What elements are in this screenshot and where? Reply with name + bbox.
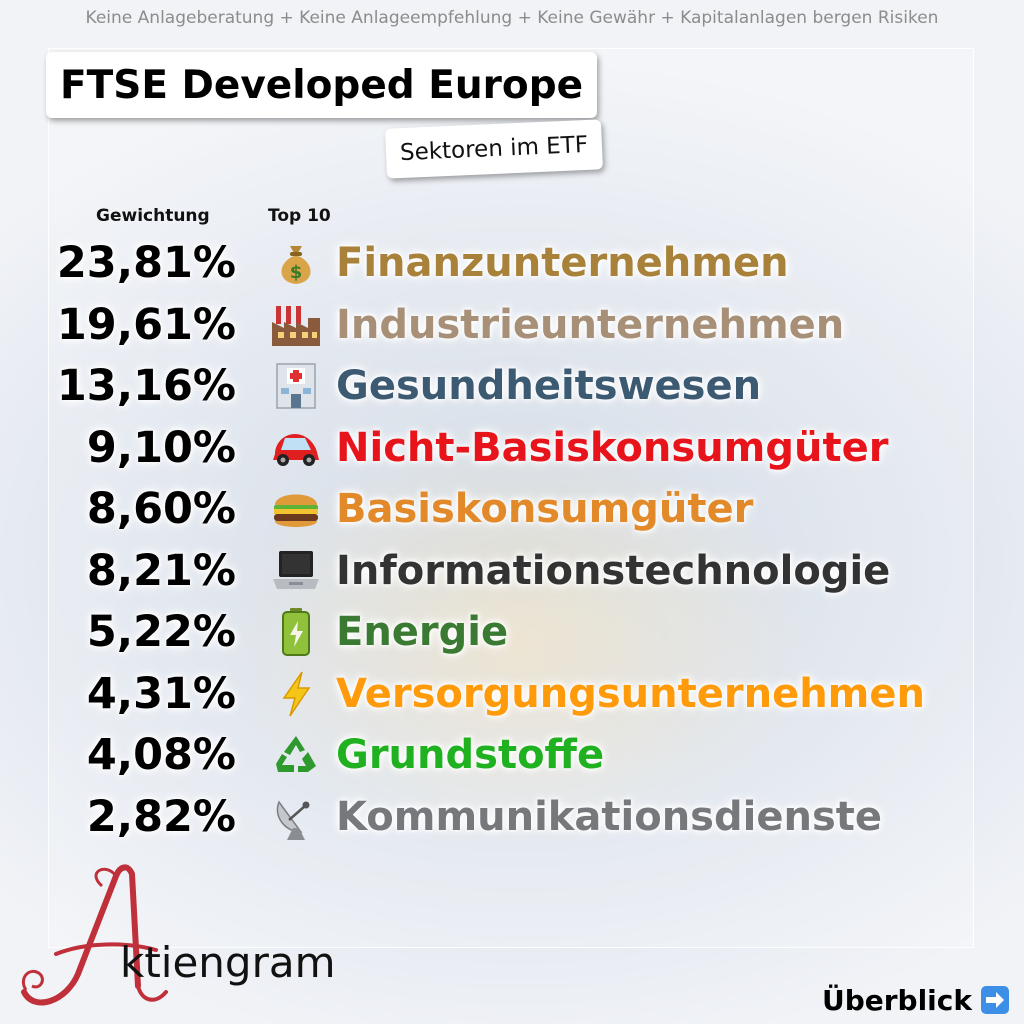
subtitle-card: Sektoren im ETF [385,119,604,179]
sector-row: 4,31% Versorgungsunternehmen [0,664,1024,724]
burger-icon [268,485,324,533]
sector-row: 5,22% Energie [0,602,1024,662]
laptop-icon [268,547,324,595]
sector-weight: 13,16% [56,361,236,411]
hospital-icon [268,362,324,410]
sector-row: 2,82% Kommunikationsdienste [0,787,1024,847]
aktiengram-logo [16,862,376,1012]
recycle-icon [268,731,324,779]
sector-name: Versorgungsunternehmen [336,670,925,717]
weight-column-header: Gewichtung [96,206,210,226]
sector-weight: 8,60% [86,484,236,534]
brand-name: ktiengram [120,938,336,987]
sector-name: Gesundheitswesen [336,363,762,409]
sector-weight: 19,61% [56,299,236,350]
sector-weight: 4,08% [86,730,236,780]
sector-row: 9,10% Nicht-Basiskonsumgüter [0,418,1024,478]
sector-name: Informationstechnologie [336,547,891,594]
money-bag-icon: $ [268,239,324,287]
disclaimer: Keine Anlageberatung + Keine Anlageempfe… [85,8,939,28]
page-title: FTSE Developed Europe [60,62,584,108]
sector-name: Industrieunternehmen [336,301,845,348]
car-icon [268,424,324,472]
sector-weight: 23,81% [56,238,236,288]
top-column-header: Top 10 [268,206,331,226]
factory-icon [268,301,324,349]
sector-name: Nicht-Basiskonsumgüter [336,424,889,471]
sector-weight: 9,10% [86,422,236,473]
overview-link[interactable]: Überblick [822,980,1010,1020]
sector-weight: 2,82% [86,791,236,842]
title-card: FTSE Developed Europe [46,52,598,118]
logo-a-icon [21,864,168,1006]
lightning-icon [268,670,324,718]
sector-row: 4,08% Grundstoffe [0,725,1024,785]
battery-icon [268,608,324,656]
sector-weight: 5,22% [86,607,236,657]
sector-weight: 8,21% [86,545,236,596]
sector-name: Kommunikationsdienste [336,793,882,840]
sector-row: 8,60% Basiskonsumgüter [0,479,1024,539]
sector-row: 19,61% Industrieunternehmen [0,295,1024,355]
sector-name: Energie [336,609,509,655]
page-subtitle: Sektoren im ETF [399,131,589,167]
sector-name: Grundstoffe [336,732,605,778]
sector-name: Basiskonsumgüter [336,486,754,532]
sector-row: 23,81% $ Finanzunternehmen [0,233,1024,293]
arrow-right-icon [981,986,1009,1014]
sector-name: Finanzunternehmen [336,240,789,286]
content-frame [48,48,974,948]
sector-weight: 4,31% [86,668,236,719]
sector-row: 8,21% Informationstechnologie [0,541,1024,601]
svg-text:$: $ [290,262,303,283]
overview-label: Überblick [821,983,972,1017]
sector-row: 13,16% Gesundheitswesen [0,356,1024,416]
satellite-dish-icon [268,793,324,841]
